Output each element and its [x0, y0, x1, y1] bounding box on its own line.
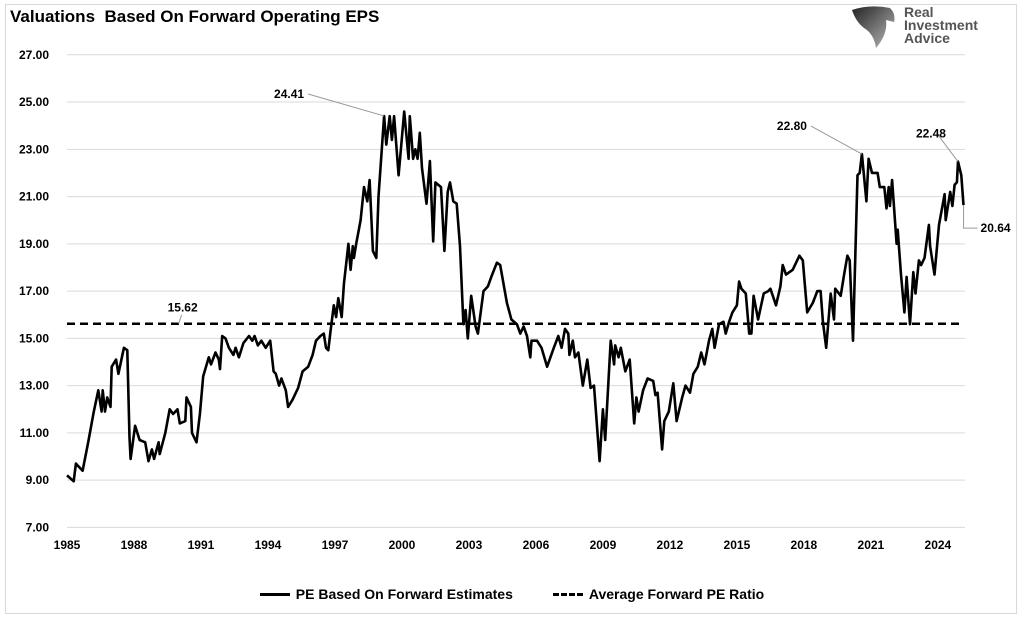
logo-text-line: Investment: [904, 17, 978, 33]
y-tick-label: 11.00: [20, 426, 50, 440]
y-tick-label: 17.00: [19, 284, 49, 298]
annotation-leader-line: [307, 93, 385, 117]
x-tick-label: 2012: [657, 538, 684, 552]
x-tick-label: 2009: [590, 538, 617, 552]
y-tick-label: 21.00: [19, 190, 49, 204]
legend-label: PE Based On Forward Estimates: [295, 586, 513, 602]
legend-item-pe-forward: PE Based On Forward Estimates: [259, 586, 513, 602]
x-tick-label: 1994: [255, 538, 282, 552]
gridlines: [67, 54, 965, 528]
chart-frame: [5, 4, 1017, 614]
x-tick-label: 1988: [121, 538, 148, 552]
x-axis-ticks: 1985 1988 1991 1994 1997 2000 2003 2006 2009 2012…: [54, 538, 952, 552]
annotation-label: 22.80: [777, 119, 807, 133]
y-tick-label: 27.00: [19, 48, 49, 62]
annotations: 24.41 15.62 22.80 22.48 20.64: [168, 87, 1011, 324]
legend-label: Average Forward PE Ratio: [588, 586, 765, 602]
x-tick-label: 2021: [858, 538, 885, 552]
annotation-leader-line: [810, 125, 863, 155]
y-tick-label: 9.00: [26, 473, 50, 487]
y-tick-label: 25.00: [19, 95, 49, 109]
x-tick-label: 2003: [456, 538, 483, 552]
annotation-leader-line: [963, 205, 978, 229]
annotation-label: 15.62: [168, 301, 198, 315]
y-tick-label: 19.00: [19, 237, 49, 251]
annotation-label: 20.64: [981, 221, 1011, 235]
x-tick-label: 1985: [54, 538, 81, 552]
logo: Real Investment Advice: [850, 4, 1000, 50]
x-tick-label: 2000: [389, 538, 416, 552]
annotation-leader-line: [178, 314, 183, 324]
x-tick-label: 2006: [523, 538, 550, 552]
logo-text-line: Advice: [904, 30, 950, 46]
legend: PE Based On Forward Estimates Average Fo…: [0, 586, 1024, 602]
y-tick-label: 15.00: [19, 331, 49, 345]
x-tick-label: 1997: [322, 538, 349, 552]
x-tick-label: 2015: [724, 538, 751, 552]
legend-swatch-dashed: [552, 592, 583, 596]
annotation-label: 22.48: [916, 127, 946, 141]
y-tick-label: 7.00: [26, 520, 50, 534]
y-tick-label: 13.00: [19, 379, 49, 393]
series-points: [66, 111, 964, 482]
y-axis-ticks: 7.00 9.00 11.00 13.00 15.00 17.00 19.00 21.00 23…: [19, 48, 49, 535]
annotation-leader-line: [936, 133, 959, 162]
y-tick-label: 23.00: [19, 142, 49, 156]
legend-swatch-solid: [259, 592, 290, 596]
x-tick-label: 2024: [925, 538, 952, 552]
eagle-head-logo-icon: [852, 6, 895, 48]
x-tick-label: 2018: [791, 538, 818, 552]
pe-forward-series-line: [66, 110, 965, 483]
logo-text-line: Real: [904, 4, 934, 20]
chart-title: Valuations Based On Forward Operating EP…: [10, 7, 380, 26]
annotation-label: 24.41: [274, 87, 304, 101]
x-tick-label: 1991: [188, 538, 215, 552]
line-chart: 7.00 9.00 11.00 13.00 15.00 17.00 19.00 21.00 23…: [19, 48, 1011, 552]
legend-item-average-pe: Average Forward PE Ratio: [552, 586, 765, 602]
